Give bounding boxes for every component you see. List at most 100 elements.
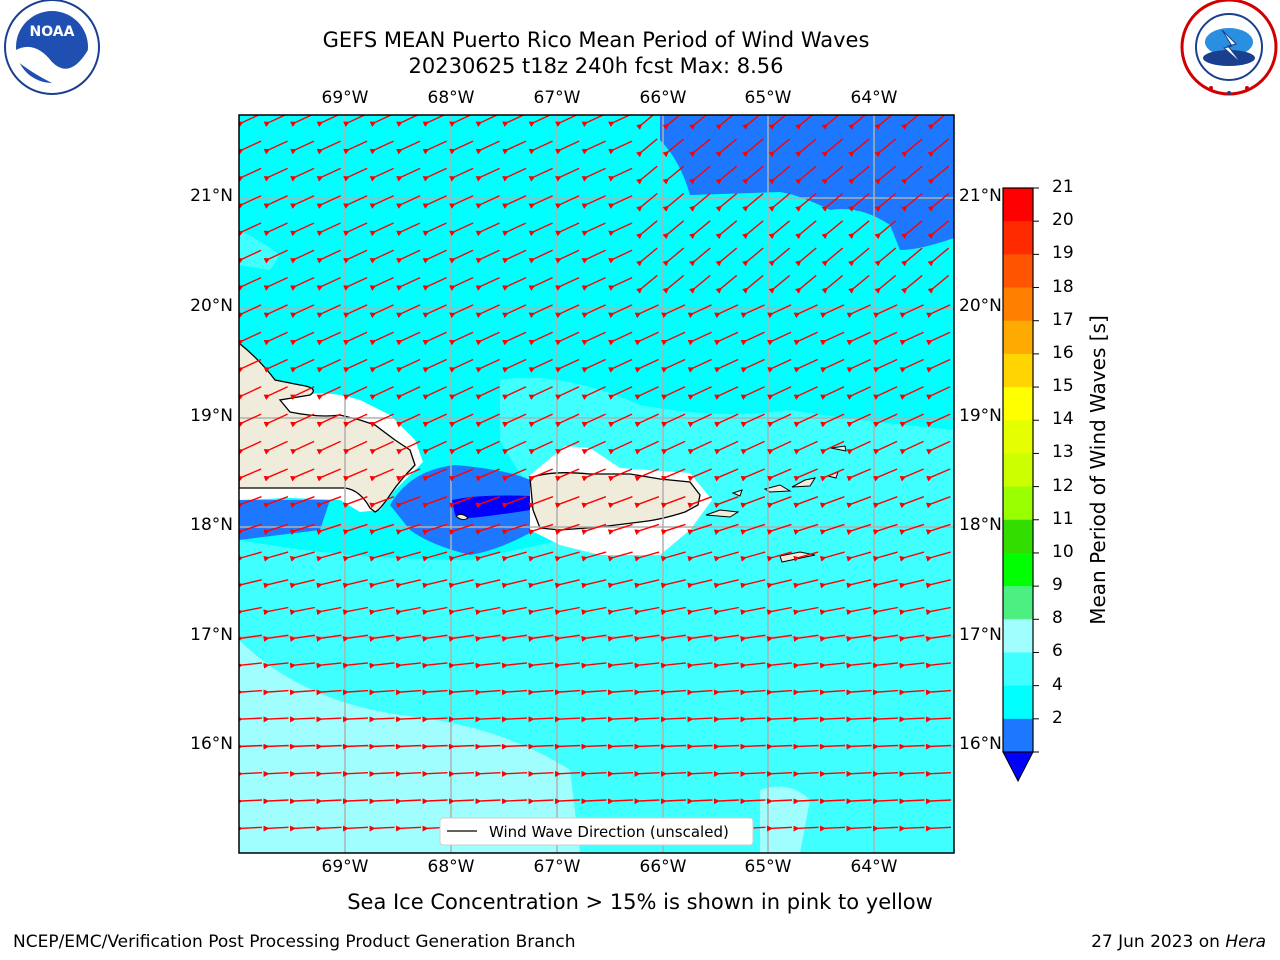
colorbar-segment	[1003, 320, 1033, 355]
wave-direction-arrow	[742, 165, 764, 185]
wave-direction-arrow	[687, 662, 713, 669]
wave-direction-arrow	[555, 468, 580, 482]
wave-direction-arrow	[793, 770, 819, 777]
wave-direction-arrow	[263, 716, 289, 723]
wave-direction-arrow	[793, 304, 818, 319]
wave-direction-arrow	[239, 140, 262, 155]
wave-direction-arrow	[793, 743, 819, 750]
wave-direction-arrow	[768, 192, 791, 212]
wave-direction-arrow	[422, 606, 448, 616]
wave-direction-arrow	[820, 358, 845, 373]
wave-direction-arrow	[581, 440, 606, 455]
wave-direction-arrow	[767, 331, 792, 346]
wave-direction-arrow	[528, 413, 553, 428]
wave-direction-arrow	[740, 386, 765, 401]
wave-direction-arrow	[289, 689, 316, 696]
wave-direction-arrow	[554, 579, 580, 589]
wave-direction-arrow	[449, 249, 474, 264]
wind-wave-arrows	[239, 115, 952, 832]
wave-direction-arrow	[369, 523, 395, 536]
wave-direction-arrow	[239, 413, 262, 428]
wave-direction-arrow	[846, 440, 871, 455]
wave-direction-arrow	[660, 716, 687, 723]
wave-direction-arrow	[289, 523, 315, 536]
wave-direction-arrow	[369, 551, 395, 562]
colorbar-tick-label: 18	[1052, 276, 1074, 297]
wave-direction-arrow	[636, 165, 658, 185]
wave-direction-arrow	[263, 551, 289, 562]
wave-direction-arrow	[239, 716, 263, 723]
wave-direction-arrow	[396, 358, 421, 373]
wave-direction-arrow	[926, 468, 951, 482]
wave-direction-arrow	[608, 304, 633, 319]
wave-direction-arrow	[396, 386, 421, 401]
wave-direction-arrow	[634, 468, 659, 482]
wave-direction-arrow	[740, 304, 765, 319]
wave-direction-arrow	[395, 716, 422, 723]
wave-direction-arrow	[767, 468, 792, 482]
wave-direction-arrow	[555, 140, 580, 155]
wave-direction-arrow	[395, 743, 422, 750]
wave-direction-arrow	[316, 167, 341, 182]
wave-direction-arrow	[290, 386, 315, 401]
wave-direction-arrow	[713, 634, 740, 642]
wave-direction-arrow	[316, 798, 342, 805]
wave-direction-arrow	[239, 579, 262, 589]
lat-label-right: 19°N	[959, 406, 1002, 426]
wave-direction-arrow	[554, 634, 581, 642]
noaa-logo: NOAA	[4, 0, 100, 95]
wave-direction-arrow	[742, 247, 764, 267]
wave-direction-arrow	[901, 247, 923, 267]
wave-direction-arrow	[819, 634, 846, 642]
wave-direction-arrow	[343, 386, 368, 401]
wave-direction-arrow	[502, 195, 527, 209]
wave-direction-arrow	[899, 331, 924, 346]
wave-direction-arrow	[263, 358, 288, 373]
wave-direction-arrow	[343, 276, 368, 291]
wave-direction-arrow	[554, 523, 580, 536]
wave-direction-arrow	[343, 413, 368, 428]
wave-direction-arrow	[396, 222, 421, 237]
wave-direction-arrow	[925, 551, 951, 562]
wave-direction-arrow	[475, 743, 501, 750]
wave-direction-arrow	[449, 140, 474, 155]
wave-direction-arrow	[925, 798, 952, 805]
wave-direction-arrow	[687, 770, 713, 777]
wave-direction-arrow	[821, 192, 844, 212]
wave-direction-arrow	[821, 274, 844, 294]
colorbar-segment	[1003, 353, 1033, 388]
wave-direction-arrow	[687, 798, 713, 805]
wave-direction-arrow	[263, 140, 288, 155]
wave-direction-arrow	[715, 274, 738, 294]
wave-direction-arrow	[422, 440, 447, 455]
wave-direction-arrow	[448, 523, 474, 536]
wave-direction-arrow	[873, 468, 898, 482]
wave-direction-arrow	[713, 496, 739, 509]
wave-direction-arrow	[819, 798, 846, 805]
wave-direction-arrow	[316, 413, 341, 428]
wave-direction-arrow	[239, 798, 263, 805]
wave-direction-arrow	[766, 579, 792, 589]
wave-direction-arrow	[740, 358, 765, 373]
wave-direction-arrow	[263, 634, 289, 642]
wave-direction-arrow	[636, 192, 658, 212]
wave-direction-arrow	[396, 195, 421, 209]
wave-direction-arrow	[289, 825, 316, 832]
wave-direction-arrow	[607, 716, 634, 723]
wave-direction-arrow	[793, 825, 819, 832]
wave-direction-arrow	[342, 579, 368, 589]
wave-direction-arrow	[239, 358, 262, 373]
wave-direction-arrow	[342, 523, 368, 536]
lat-label-right: 20°N	[959, 296, 1002, 316]
wave-direction-arrow	[846, 579, 872, 589]
wave-direction-arrow	[608, 331, 633, 346]
wave-direction-arrow	[501, 689, 528, 696]
wave-direction-arrow	[820, 386, 845, 401]
wave-direction-arrow	[742, 192, 764, 212]
wave-direction-arrow	[475, 689, 501, 696]
wave-direction-arrow	[795, 165, 817, 185]
wave-direction-arrow	[316, 140, 341, 155]
colorbar-segment	[1003, 552, 1033, 587]
wave-direction-arrow	[581, 662, 607, 669]
wave-direction-arrow	[795, 274, 817, 294]
